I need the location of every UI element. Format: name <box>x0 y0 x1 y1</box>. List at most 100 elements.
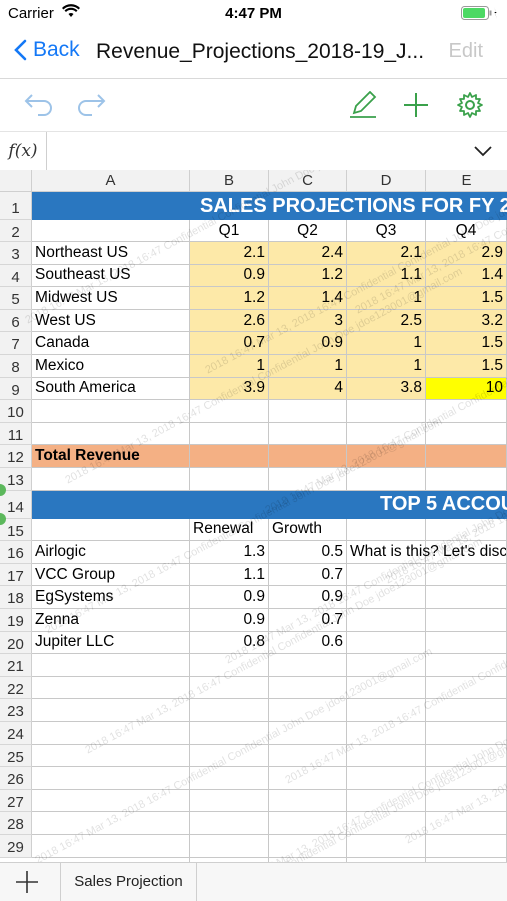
row-header[interactable]: 13 <box>0 468 32 491</box>
quarter-value-cell[interactable]: 4 <box>269 377 347 401</box>
select-all-corner[interactable] <box>0 170 32 192</box>
empty-cell[interactable] <box>269 835 347 858</box>
empty-cell[interactable] <box>347 676 426 700</box>
header-q3[interactable]: Q3 <box>347 220 426 242</box>
row-header[interactable]: 14 <box>0 490 32 519</box>
pencil-icon[interactable] <box>348 90 378 124</box>
row-header[interactable]: 28 <box>0 812 32 835</box>
quarter-value-cell[interactable]: 1.2 <box>269 264 347 288</box>
header-q1[interactable]: Q1 <box>190 220 269 242</box>
quarter-value-cell[interactable]: 1.1 <box>347 264 426 288</box>
redo-icon[interactable] <box>76 91 108 122</box>
account-e-cell[interactable] <box>426 586 507 609</box>
empty-cell[interactable] <box>32 468 190 491</box>
empty-cell[interactable] <box>347 654 426 677</box>
row-header[interactable]: 29 <box>0 835 32 858</box>
empty-cell[interactable] <box>347 835 426 858</box>
empty-cell[interactable] <box>32 422 190 446</box>
empty-cell[interactable] <box>32 654 190 677</box>
empty-cell[interactable] <box>32 220 190 242</box>
account-name-cell[interactable]: Jupiter LLC <box>32 631 190 655</box>
row-header[interactable]: 12 <box>0 445 32 468</box>
empty-cell[interactable] <box>32 400 190 423</box>
row-header[interactable]: 15 <box>0 518 32 542</box>
empty-cell[interactable] <box>347 812 426 835</box>
total-q4-cell[interactable] <box>426 445 507 468</box>
back-button[interactable]: Back <box>14 38 80 62</box>
quarter-value-cell[interactable]: 1 <box>190 355 269 378</box>
empty-cell[interactable] <box>347 400 426 423</box>
empty-cell[interactable] <box>190 676 269 700</box>
chevron-down-icon[interactable] <box>473 144 493 162</box>
renewal-value-cell[interactable]: 0.9 <box>190 609 269 632</box>
row-header[interactable]: 1 <box>0 192 32 220</box>
note-cell[interactable] <box>347 631 426 655</box>
row-header[interactable]: 11 <box>0 422 32 446</box>
growth-value-cell[interactable]: 0.5 <box>269 541 347 564</box>
header-growth[interactable]: Growth <box>269 518 347 542</box>
row-header[interactable]: 10 <box>0 400 32 423</box>
function-button[interactable]: f(x) <box>0 132 47 170</box>
empty-cell[interactable] <box>190 400 269 423</box>
quarter-value-cell[interactable]: 3 <box>269 309 347 333</box>
header-q4[interactable]: Q4 <box>426 220 507 242</box>
row-header[interactable]: 20 <box>0 631 32 655</box>
row-header[interactable]: 25 <box>0 744 32 768</box>
empty-cell[interactable] <box>347 789 426 813</box>
note-cell[interactable] <box>347 586 426 609</box>
column-header-a[interactable]: A <box>32 170 190 192</box>
row-header[interactable]: 2 <box>0 220 32 242</box>
row-header[interactable]: 8 <box>0 355 32 378</box>
row-header[interactable]: 5 <box>0 287 32 310</box>
quarter-value-cell[interactable]: 3.2 <box>426 309 507 333</box>
spreadsheet-grid[interactable]: A B C D E 1 2 3 4 5 6 7 8 9 10 11 12 13 … <box>0 170 507 862</box>
empty-cell[interactable] <box>32 857 190 862</box>
empty-cell[interactable] <box>269 468 347 491</box>
quarter-value-cell[interactable]: 1.4 <box>426 264 507 288</box>
empty-cell[interactable] <box>190 767 269 790</box>
quarter-value-cell[interactable]: 2.1 <box>347 242 426 265</box>
empty-cell[interactable] <box>32 676 190 700</box>
empty-cell[interactable] <box>190 654 269 677</box>
quarter-value-cell[interactable]: 1 <box>347 332 426 355</box>
account-name-cell[interactable]: VCC Group <box>32 563 190 587</box>
empty-cell[interactable] <box>269 422 347 446</box>
empty-cell[interactable] <box>426 835 507 858</box>
empty-cell[interactable] <box>32 518 190 542</box>
empty-cell[interactable] <box>32 744 190 768</box>
empty-cell[interactable] <box>269 722 347 745</box>
row-header[interactable]: 23 <box>0 699 32 722</box>
column-header-c[interactable]: C <box>269 170 347 192</box>
empty-cell[interactable] <box>347 767 426 790</box>
quarter-value-cell[interactable]: 1 <box>347 355 426 378</box>
selection-handle-bottom[interactable] <box>0 513 6 525</box>
empty-cell[interactable] <box>269 857 347 862</box>
account-name-cell[interactable]: EgSystems <box>32 586 190 609</box>
region-name-cell[interactable]: West US <box>32 309 190 333</box>
total-revenue-label[interactable]: Total Revenue <box>32 445 190 468</box>
empty-cell[interactable] <box>426 468 507 491</box>
empty-cell[interactable] <box>426 767 507 790</box>
column-header-d[interactable]: D <box>347 170 426 192</box>
account-e-cell[interactable] <box>426 631 507 655</box>
empty-cell[interactable] <box>32 835 190 858</box>
quarter-value-cell[interactable]: 0.7 <box>190 332 269 355</box>
quarter-value-cell[interactable]: 2.4 <box>269 242 347 265</box>
empty-cell[interactable] <box>32 699 190 722</box>
column-header-b[interactable]: B <box>190 170 269 192</box>
renewal-value-cell[interactable]: 1.3 <box>190 541 269 564</box>
empty-cell[interactable] <box>426 400 507 423</box>
renewal-value-cell[interactable]: 0.9 <box>190 586 269 609</box>
empty-cell[interactable] <box>426 676 507 700</box>
empty-cell[interactable] <box>32 812 190 835</box>
quarter-value-cell[interactable]: 2.6 <box>190 309 269 333</box>
empty-cell[interactable] <box>426 789 507 813</box>
quarter-value-cell[interactable]: 1.5 <box>426 287 507 310</box>
empty-cell[interactable] <box>190 812 269 835</box>
add-sheet-icon[interactable] <box>14 869 40 900</box>
quarter-value-cell[interactable]: 1.5 <box>426 332 507 355</box>
empty-cell[interactable] <box>190 789 269 813</box>
empty-cell[interactable] <box>190 857 269 862</box>
empty-cell[interactable] <box>426 744 507 768</box>
edit-button[interactable]: Edit <box>448 40 483 62</box>
